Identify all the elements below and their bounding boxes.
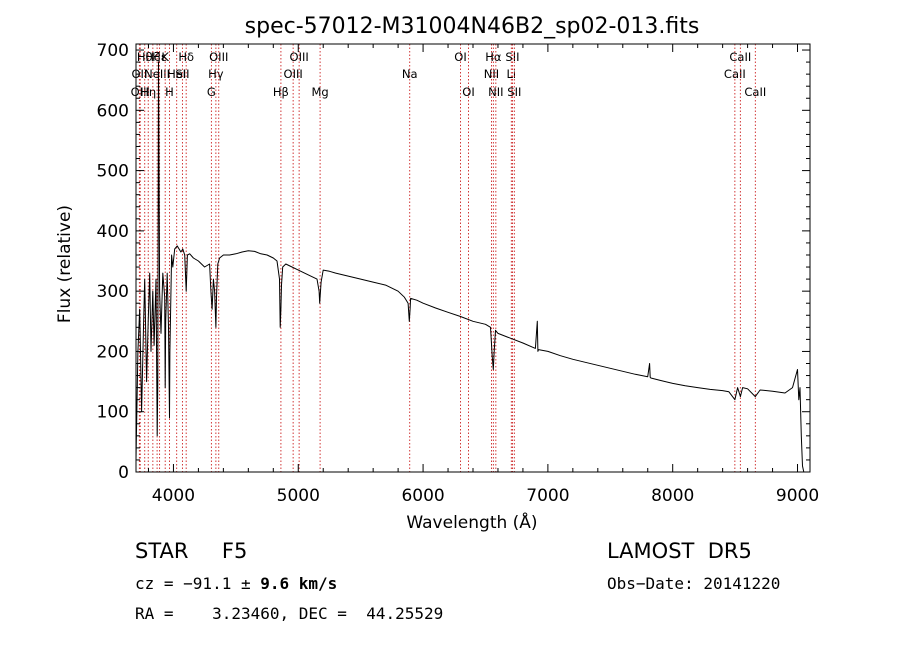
line-marker-label-3: Hη <box>140 85 156 99</box>
line-marker-label-11: Hδ <box>178 50 194 64</box>
line-marker-label-10: SII <box>175 67 189 81</box>
line-marker-label-29: CaII <box>729 50 751 64</box>
redshift-text: cz = −91.1 ± <box>135 574 261 593</box>
x-axis-label: Wavelength (Å) <box>406 511 537 533</box>
line-marker-label-15: Hβ <box>273 85 289 99</box>
x-tick-label-4: 8000 <box>651 486 694 506</box>
x-tick-label-0: 4000 <box>152 486 195 506</box>
line-marker-label-18: Mg <box>311 85 328 99</box>
spectrum-line-0 <box>135 61 805 473</box>
y-tick-label-5: 500 <box>97 162 129 182</box>
y-tick-label-2: 200 <box>97 342 129 362</box>
line-marker-label-21: OI <box>462 85 474 99</box>
line-marker-label-23: Hα <box>485 50 502 64</box>
line-marker-label-17: OIII <box>290 50 309 64</box>
y-tick-label-3: 300 <box>97 282 129 302</box>
line-marker-label-19: Na <box>402 67 418 81</box>
x-tick-label-5: 9000 <box>776 486 819 506</box>
y-tick-label-1: 100 <box>97 403 129 423</box>
redshift-error: 9.6 km/s <box>260 574 338 593</box>
line-marker-label-20: OI <box>454 50 466 64</box>
plot-frame <box>135 43 811 473</box>
line-marker-label-26: SII <box>505 50 519 64</box>
axes: 4000 5000 6000 7000 8000 9000 0 100 200 300 400 500… <box>97 41 820 506</box>
y-axis-label: Flux (relative) <box>55 205 75 323</box>
line-marker-label-13: Hγ <box>208 67 224 81</box>
line-marker-label-25: Li <box>507 67 517 81</box>
line-marker-label-5: NeIII <box>144 67 170 81</box>
x-tick-label-1: 5000 <box>277 486 320 506</box>
series-layer <box>135 61 805 473</box>
line-marker-label-12: G <box>207 85 216 99</box>
coordinates-text: RA = 3.23460, DEC = 44.25529 <box>135 604 444 623</box>
line-marker-label-1: OIII <box>131 85 150 99</box>
line-marker-label-7: K <box>161 50 169 64</box>
y-tick-label-0: 0 <box>118 463 129 483</box>
y-tick-label-4: 400 <box>97 222 129 242</box>
line-marker-label-16: OIII <box>284 67 303 81</box>
line-marker-label-27: SII <box>507 85 521 99</box>
line-marker-label-28: CaII <box>724 67 746 81</box>
x-tick-label-2: 6000 <box>401 486 444 506</box>
redshift-line: cz = −91.1 ± 9.6 km/s <box>135 574 337 593</box>
y-tick-label-7: 700 <box>97 41 129 61</box>
line-marker-label-22: NII <box>484 67 499 81</box>
line-marker-label-14: OIII <box>209 50 228 64</box>
line-marker-label-30: CaII <box>744 85 766 99</box>
survey-text: LAMOST DR5 <box>607 539 752 563</box>
chart-title: spec-57012-M31004N46B2_sp02-013.fits <box>245 14 700 39</box>
y-tick-label-6: 600 <box>97 101 129 121</box>
line-marker-label-9: HeI <box>167 67 186 81</box>
line-marker-label-6: Hε <box>152 50 167 64</box>
line-marker-label-4: Hζ <box>145 50 160 64</box>
x-tick-label-3: 7000 <box>526 486 569 506</box>
spectral-line-markers: OIIOIIIHθHηHζNeIIIHεKHHeISIIHδGHγOIIIHβO… <box>131 44 766 472</box>
observation-date: Obs−Date: 20141220 <box>607 574 781 593</box>
classification-text: STAR F5 <box>135 539 248 563</box>
line-marker-label-2: Hθ <box>137 50 153 64</box>
line-marker-label-24: NII <box>488 85 503 99</box>
line-marker-label-8: H <box>165 85 174 99</box>
